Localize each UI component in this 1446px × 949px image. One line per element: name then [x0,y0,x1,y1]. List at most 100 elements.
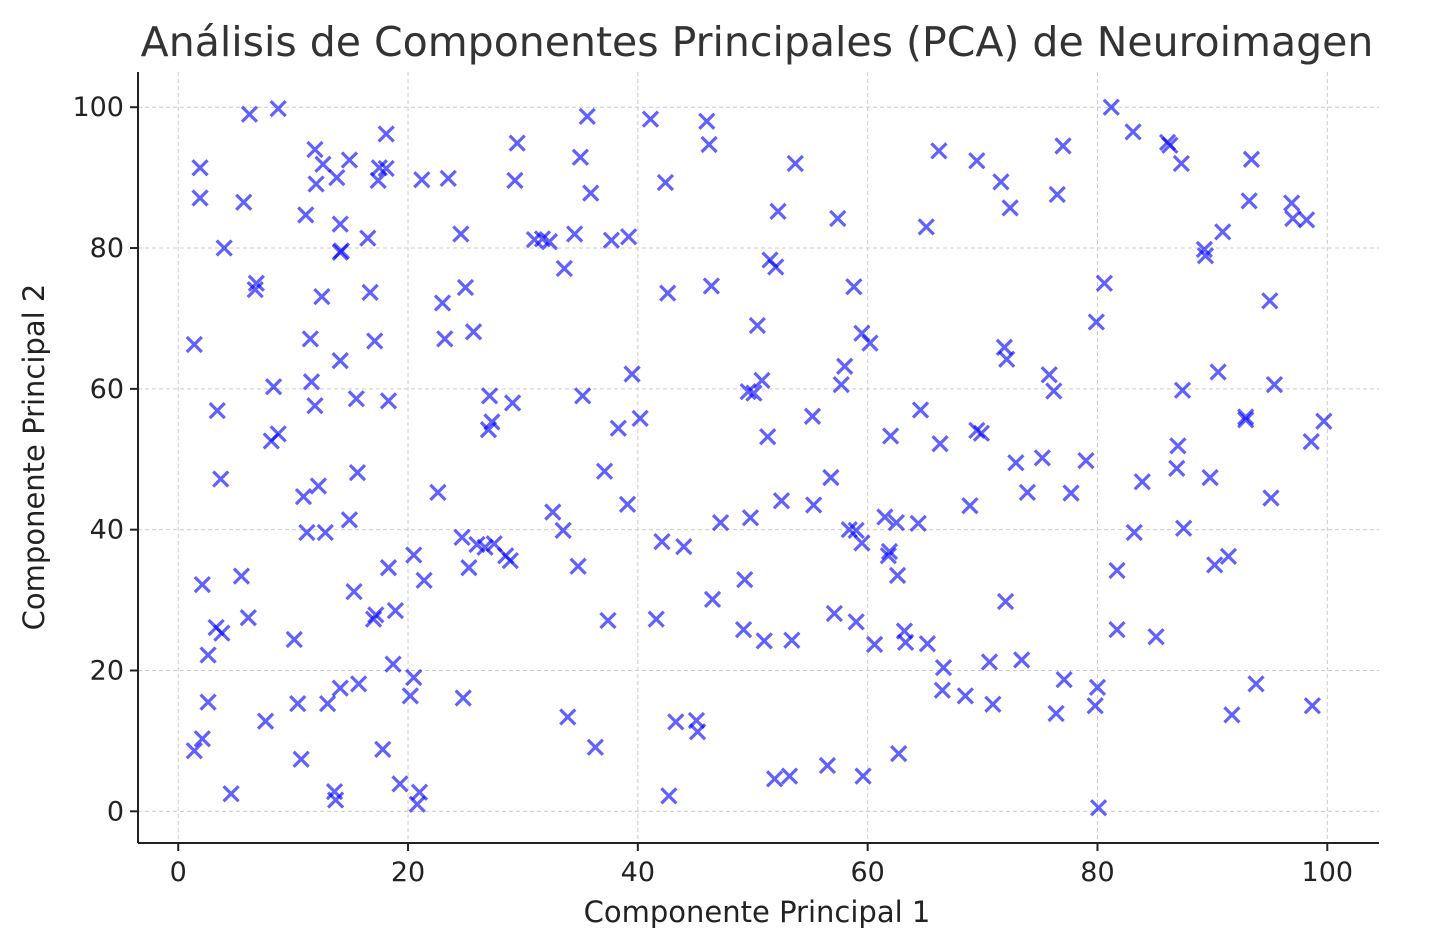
scatter-point [1108,561,1126,580]
scatter-point [215,239,233,257]
scatter-point [285,630,303,649]
scatter-point [1169,437,1187,455]
scatter-point [1247,675,1265,693]
scatter-point [571,148,590,166]
scatter-point [377,159,395,178]
scatter-point [246,280,264,299]
x-tick-label: 0 [170,857,187,888]
scatter-point [675,537,693,556]
scatter-point [865,635,884,654]
y-tick-label: 20 [90,655,124,686]
scatter-point [667,713,685,731]
scatter-point [1102,98,1120,116]
scatter-point [618,495,637,513]
scatter-point [433,294,452,312]
scatter-point [289,694,307,713]
scatter-point [191,189,209,207]
scatter-point [847,521,865,540]
scatter-point [918,635,937,653]
y-axis-ticks: 0 20 40 60 80 100 [72,92,138,827]
scatter-point [456,278,475,297]
scatter-point [232,567,251,585]
y-tick-label: 40 [90,515,124,546]
scatter-point [818,756,837,775]
x-axis-ticks: 0 20 40 60 80 100 [170,843,1353,888]
scatter-point [345,583,363,601]
scatter-point [193,575,211,594]
scatter-point [917,218,935,236]
scatter-point [769,202,787,221]
scatter-point [340,151,359,169]
scatter-point [1086,697,1104,715]
scatter-point [688,723,707,741]
scatter-point [301,330,319,348]
y-axis-label: Componente Principal 2 [17,284,51,631]
scatter-point [755,632,773,650]
scatter-point [377,125,395,143]
scatter-point [595,462,614,480]
scatter-point [384,655,402,673]
scatter-point [309,477,328,495]
x-tick-label: 60 [850,857,884,888]
scatter-point [888,566,907,585]
scatter-point [641,110,660,128]
scatter-point [410,783,429,801]
scatter-point [753,371,771,390]
scatter-point [185,742,203,760]
scatter-point [555,259,573,278]
y-tick-label: 100 [72,92,124,123]
scatter-point [1168,459,1186,478]
scatter-point [656,173,675,192]
scatter-point [745,384,763,402]
scatter-point [297,206,315,224]
scatter-point [1196,247,1215,265]
scatter-point [887,513,906,532]
scatter-point [1147,628,1165,646]
scatter-point [1087,313,1105,331]
scatter-point [631,409,649,428]
scatter-point [767,258,785,276]
scatter-point [566,225,584,243]
scatter-point [349,675,368,693]
scatter-point [405,546,423,564]
scatter-point [1161,136,1179,154]
scatter-point [748,316,766,335]
scatter-point [1045,382,1063,400]
scatter-point [1214,223,1232,241]
scatter-point [1108,621,1126,639]
scatter-point [882,427,900,445]
scatter-point [331,215,349,233]
scatter-point [294,487,313,506]
scatter-point [1262,489,1280,507]
x-tick-label: 80 [1080,857,1114,888]
scatter-point [483,413,501,431]
scatter-point [508,134,526,152]
scatter-point [464,323,483,341]
scatter-point [780,767,799,785]
scatter-point [454,689,472,707]
scatter-point [578,107,596,125]
scatter-point [803,407,822,425]
scatter-point [599,611,617,630]
scatter-point [1077,452,1095,470]
scatter-point [367,606,385,624]
scatter-point [1283,194,1301,212]
scatter-point [861,334,879,352]
scatter-point [734,621,753,639]
scatter-point [880,542,899,561]
scatter-point [1302,433,1320,451]
scatter-point [332,242,351,260]
scatter-point [879,547,897,565]
scatter-point [1055,671,1073,689]
scatter-point [269,99,287,118]
scatter-point [302,373,321,391]
scatter-point [968,152,986,170]
scatter-point [436,330,454,348]
scatter-point [269,425,287,443]
scatter-point [1001,199,1019,217]
scatter-point [829,209,847,228]
scatter-point [554,521,572,540]
scatter-point [191,159,209,177]
scatter-point [439,169,457,187]
